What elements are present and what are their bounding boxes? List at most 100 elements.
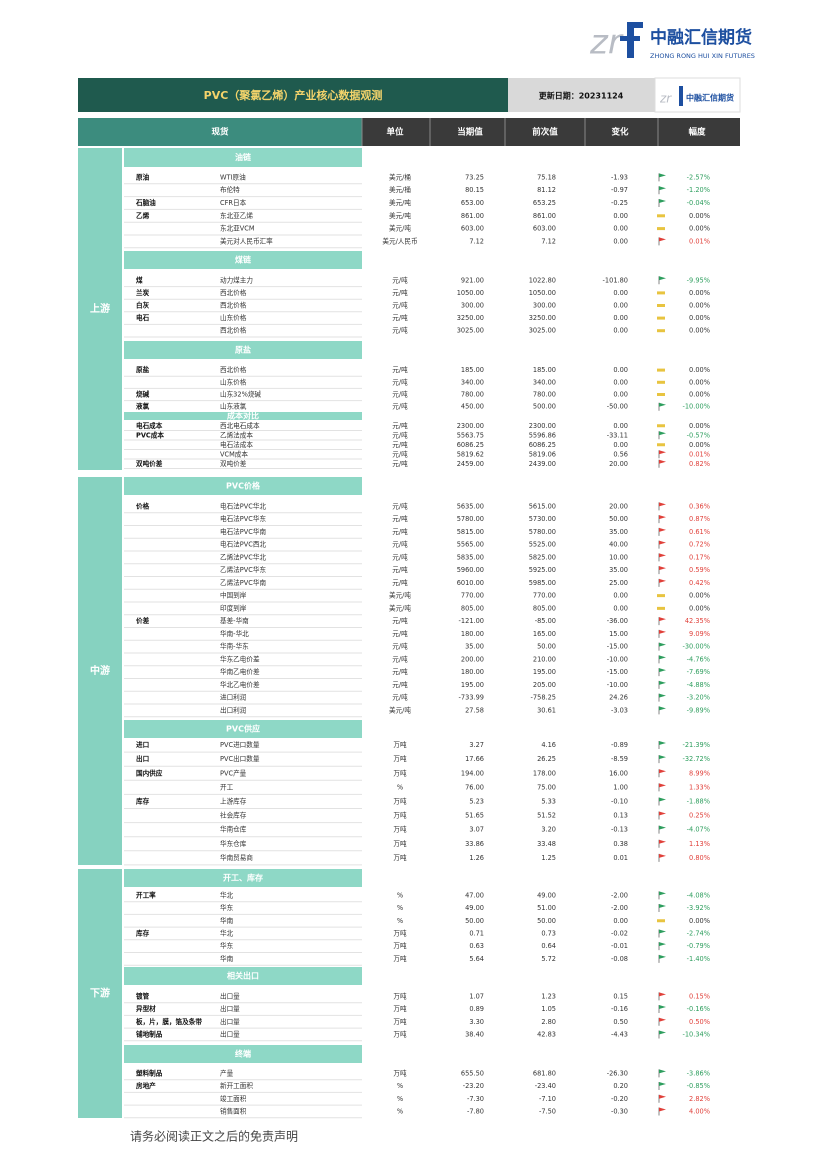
row-current: 180.00	[461, 630, 484, 638]
row-change: -0.89	[611, 741, 628, 749]
trend-flag	[659, 783, 666, 788]
row-previous: 500.00	[533, 403, 556, 411]
row-item: 印度到岸	[220, 603, 247, 612]
row-change: 40.00	[609, 541, 628, 549]
trend-flag	[659, 515, 666, 520]
row-previous: -7.10	[539, 1095, 556, 1103]
row-unit: 元/吨	[392, 693, 408, 702]
row-item: 华南贸易商	[220, 853, 253, 862]
row-previous: 5.72	[541, 955, 556, 963]
row-unit: 美元/桶	[389, 172, 411, 181]
row-pct: -4.08%	[687, 891, 710, 899]
row-item: 出口利润	[220, 705, 247, 714]
trend-flag	[659, 825, 666, 830]
row-change: 0.20	[613, 1082, 628, 1090]
trend-flag	[657, 606, 665, 610]
group-title: 油链	[235, 152, 252, 162]
row-current: 603.00	[461, 225, 484, 233]
row-item: 美元对人民币汇率	[220, 236, 273, 245]
row-item: 山东价格	[220, 377, 247, 386]
logo-mark: zr	[589, 23, 624, 63]
row-category: 原盐	[136, 365, 150, 374]
row-item: 产量	[220, 1068, 234, 1077]
row-previous: 2439.00	[529, 460, 556, 468]
row-item: 华东乙电价差	[220, 654, 260, 663]
row-category: 兰炭	[136, 288, 150, 297]
row-previous: 340.00	[533, 378, 556, 386]
row-pct: 0.15%	[689, 992, 710, 1000]
row-unit: 元/吨	[392, 501, 408, 510]
section-label: 上游	[90, 302, 110, 315]
row-previous: 49.00	[537, 891, 556, 899]
group-title: 终端	[234, 1049, 251, 1059]
trend-flag	[659, 199, 666, 203]
trend-flag	[659, 954, 666, 959]
row-category: 石脑油	[135, 198, 156, 207]
row-change: -1.93	[611, 173, 628, 181]
row-previous: 805.00	[533, 604, 556, 612]
trend-flag	[659, 680, 666, 685]
row-item: 东北亚乙烯	[220, 211, 253, 220]
trend-flag	[659, 431, 666, 436]
row-previous: 2300.00	[529, 422, 556, 430]
row-pct: 8.99%	[689, 769, 710, 777]
row-current: 35.00	[465, 643, 484, 651]
row-category: 国内供应	[136, 768, 163, 777]
row-pct: -10.00%	[682, 403, 710, 411]
row-previous: 300.00	[533, 302, 556, 310]
row-unit: 元/吨	[392, 449, 408, 458]
row-category: 价差	[136, 616, 150, 625]
trend-flag	[659, 540, 666, 545]
trend-flag	[659, 629, 666, 634]
row-current: 33.86	[465, 840, 484, 848]
row-change: 0.00	[613, 225, 628, 233]
trend-flag	[659, 527, 666, 532]
row-pct: 0.25%	[689, 812, 710, 820]
row-item: 华南-华北	[220, 629, 249, 638]
trend-flag	[659, 617, 666, 622]
trend-flag	[657, 919, 665, 923]
row-previous: 75.18	[537, 173, 556, 181]
row-previous: 50.00	[537, 917, 556, 925]
section-cell	[78, 148, 122, 470]
row-pct: 0.00%	[689, 314, 710, 322]
row-unit: 万吨	[393, 1017, 407, 1026]
group-title: 成本对比	[227, 411, 259, 421]
row-unit: 元/吨	[392, 275, 408, 284]
row-item: 华北	[220, 928, 234, 937]
row-current: 3.27	[469, 741, 484, 749]
row-pct: 1.13%	[689, 840, 710, 848]
row-current: 47.00	[465, 891, 484, 899]
row-current: 3.07	[469, 826, 484, 834]
row-current: 861.00	[461, 212, 484, 220]
row-pct: -30.00%	[682, 643, 710, 651]
row-change: -0.16	[611, 1005, 628, 1013]
trend-flag	[659, 797, 666, 802]
trend-flag	[659, 276, 666, 281]
trend-flag	[659, 769, 666, 774]
trend-flag	[657, 291, 665, 295]
row-previous: 81.12	[537, 186, 556, 194]
trend-flag	[659, 553, 666, 558]
row-change: 0.00	[613, 212, 628, 220]
group-title: 原盐	[235, 345, 251, 355]
row-unit: 万吨	[393, 811, 407, 820]
row-pct: 0.00%	[689, 289, 710, 297]
row-current: 655.50	[461, 1069, 484, 1077]
row-previous: 1.23	[541, 992, 556, 1000]
row-change: 0.15	[613, 992, 628, 1000]
row-category: 双吨价差	[136, 459, 163, 468]
row-unit: 美元/吨	[389, 211, 411, 220]
row-pct: 0.00%	[689, 604, 710, 612]
row-unit: 元/吨	[392, 313, 408, 322]
row-previous: 30.61	[537, 706, 556, 714]
row-unit: 元/吨	[392, 540, 408, 549]
row-change: -0.02	[611, 929, 628, 937]
row-current: 3.30	[469, 1018, 484, 1026]
row-item: 中国到岸	[220, 591, 247, 600]
row-change: 0.00	[613, 302, 628, 310]
row-unit: 元/吨	[392, 642, 408, 651]
group-header	[124, 148, 362, 167]
row-current: 200.00	[461, 655, 484, 663]
